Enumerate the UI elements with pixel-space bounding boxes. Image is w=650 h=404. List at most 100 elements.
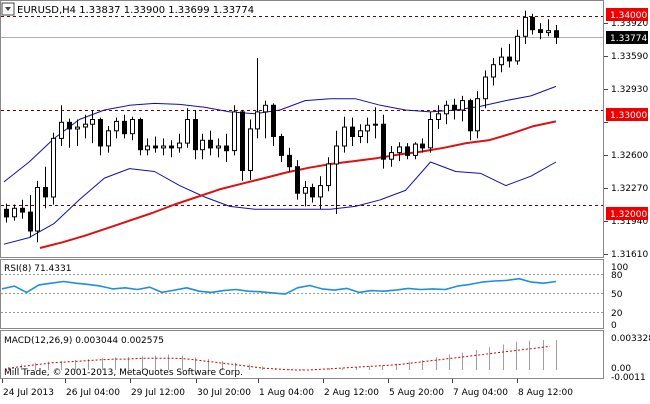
macd-signal-line: [7, 345, 551, 371]
candle-bear: [507, 56, 512, 62]
rsi-scale-label: 20: [611, 309, 623, 319]
rsi-scale-label: 80: [611, 271, 623, 281]
level-badge: 1.32000: [606, 207, 648, 220]
macd-scale-label: 0.00: [611, 364, 631, 374]
candle-bear: [530, 16, 535, 31]
candle-bull: [334, 145, 339, 165]
candle-bear: [405, 146, 410, 156]
main-title: EURUSD,H4 1.33837 1.33900 1.33699 1.3377…: [17, 5, 254, 16]
candle-bear: [138, 119, 143, 151]
candle-bear: [240, 111, 245, 171]
candle-bear: [193, 119, 198, 151]
candle-bear: [4, 208, 9, 218]
candle-bull: [460, 100, 465, 111]
candle-bull: [75, 126, 80, 130]
time-label: 30 Jul 20:00: [197, 388, 251, 398]
candle-bull: [413, 143, 418, 156]
rsi-scale-label: 100: [611, 263, 628, 273]
level-badge: 1.33000: [606, 108, 648, 121]
price-label: 1.32270: [611, 184, 648, 194]
time-axis: 24 Jul 2013 26 Jul 04:00 29 Jul 12:00 30…: [2, 379, 573, 398]
copyright-text: Mill Trade, © 2001-2013, MetaQuotes Soft…: [4, 368, 243, 378]
candle-bull: [428, 119, 433, 149]
candle-bull: [365, 124, 370, 132]
rsi-line: [1, 277, 557, 295]
candle-bull: [106, 130, 111, 147]
rsi-scale-label: 0: [611, 321, 617, 331]
candle-bear: [169, 145, 174, 149]
time-label: 5 Aug 20:00: [389, 388, 444, 398]
macd-title: MACD(12,26,9) 0.003044 0.002575: [4, 336, 164, 346]
time-label: 7 Aug 04:00: [453, 388, 508, 398]
candle-bear: [224, 145, 229, 152]
candle-bear: [381, 123, 386, 160]
candle-bull: [499, 56, 504, 66]
candle-bear: [468, 100, 473, 132]
candle-bull: [444, 104, 449, 115]
candle-bull: [35, 187, 40, 232]
candle-bull: [83, 123, 88, 128]
candle-bull: [475, 98, 480, 132]
candlesticks: [4, 10, 559, 243]
price-label: 1.31940: [611, 217, 648, 227]
candle-bull: [255, 111, 260, 130]
candle-bear: [43, 187, 48, 198]
candle-bear: [98, 119, 103, 147]
candle-bull: [248, 128, 253, 171]
current-price-label: 1.33774: [610, 34, 647, 44]
level-badge-label: 1.33000: [610, 111, 647, 121]
candle-bear: [208, 139, 213, 149]
main-price-panel[interactable]: [0, 0, 604, 258]
candle-bear: [279, 136, 284, 156]
rsi-indicator: [1, 277, 557, 295]
level-lines: [1, 16, 603, 206]
candle-bear: [452, 104, 457, 111]
candle-bull: [523, 16, 528, 37]
macd-scale-label: -0.0011: [611, 373, 646, 383]
candle-bull: [12, 207, 17, 218]
candle-bull: [491, 64, 496, 78]
candle-bear: [67, 121, 72, 130]
candle-bull: [326, 163, 331, 187]
candle-bear: [350, 126, 355, 137]
macd-indicator: [7, 340, 557, 371]
time-label: 29 Jul 12:00: [131, 388, 185, 398]
level-badge: 1.34000: [606, 8, 648, 21]
candle-bull: [200, 139, 205, 151]
time-label: 26 Jul 04:00: [66, 388, 120, 398]
candle-bull: [373, 123, 378, 126]
time-label: 2 Aug 12:00: [324, 388, 379, 398]
candle-bear: [122, 120, 127, 135]
time-label: 1 Aug 04:00: [259, 388, 314, 398]
candle-bull: [177, 142, 182, 149]
candle-bull: [90, 119, 95, 125]
price-label: 1.31610: [611, 250, 648, 260]
candle-bull: [263, 104, 268, 113]
candle-bear: [153, 145, 158, 149]
candle-bull: [161, 145, 166, 149]
candle-bear: [28, 211, 33, 232]
level-badge-label: 1.32000: [610, 210, 647, 220]
candle-bull: [59, 121, 64, 139]
candle-bull: [342, 126, 347, 147]
candle-bear: [538, 29, 543, 34]
rsi-title: RSI(8) 71.4331: [4, 264, 71, 274]
candle-bull: [185, 119, 190, 144]
candle-bear: [310, 187, 315, 198]
candle-bull: [216, 145, 221, 149]
rsi-reference-lines: [1, 274, 603, 313]
candle-bull: [358, 130, 363, 138]
triangle-down-icon: [5, 7, 11, 11]
candle-bull: [51, 137, 56, 198]
macd-scale: 0.003328 0.00 -0.0011: [611, 334, 650, 383]
candle-bull: [114, 120, 119, 132]
main-title-group: EURUSD,H4 1.33837 1.33900 1.33699 1.3377…: [1, 2, 254, 16]
candle-bull: [515, 35, 520, 62]
candle-bull: [483, 76, 488, 100]
candle-bear: [271, 104, 276, 138]
price-scale: 1.33920 1.33590 1.32930 1.32600 1.32270 …: [604, 19, 648, 260]
rsi-scale-label: 50: [611, 290, 623, 300]
price-label: 1.33920: [611, 19, 648, 29]
